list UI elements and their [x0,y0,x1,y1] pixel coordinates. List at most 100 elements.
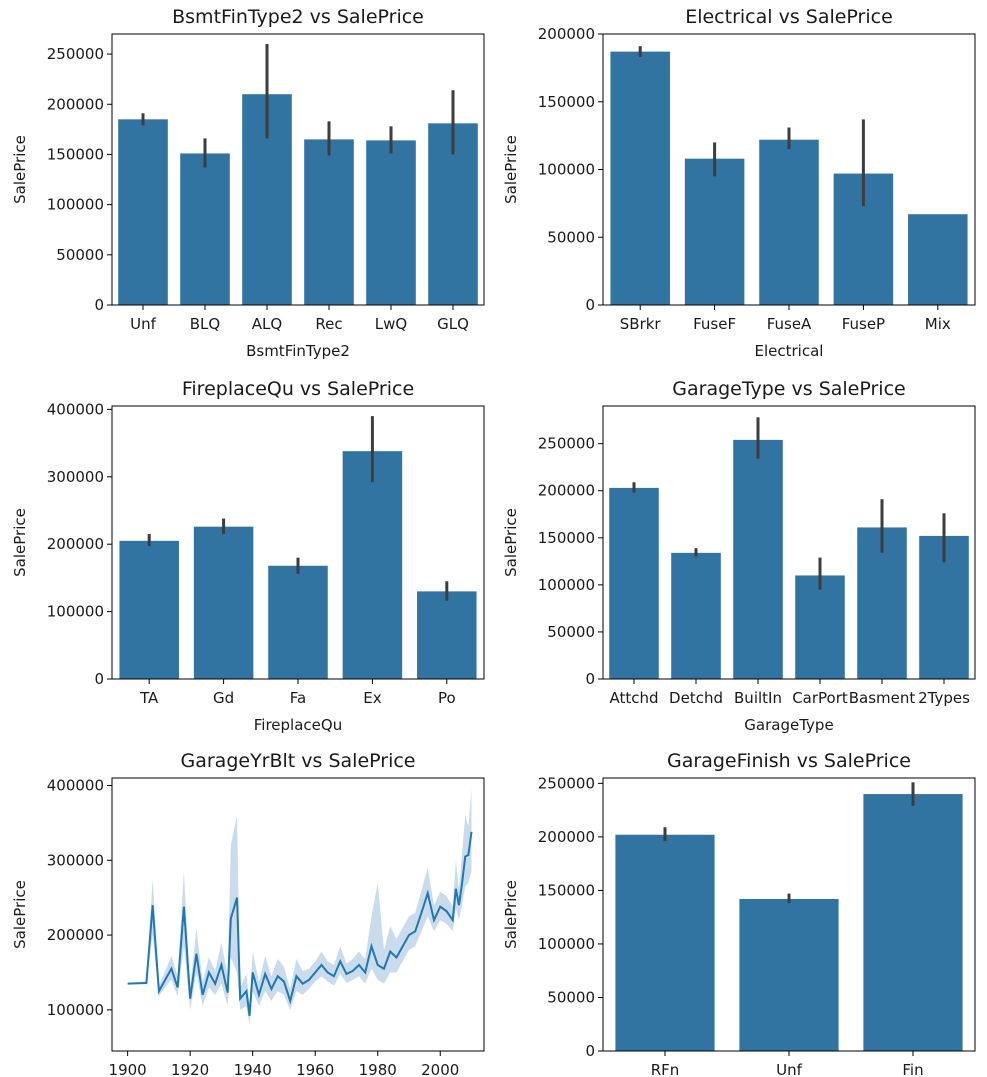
y-tick-label: 250000 [538,435,595,453]
y-axis-label: SalePrice [502,880,520,949]
y-axis-label: SalePrice [502,135,520,204]
plot-frame [111,33,485,306]
y-tick-label: 100000 [538,161,595,179]
bar [180,153,230,305]
y-tick-label: 50000 [547,623,595,641]
x-tick-label: Unf [130,315,156,333]
x-axis-label: BsmtFinType2 [246,342,350,360]
plot-frame [111,405,485,680]
y-tick-label: 400000 [47,400,104,418]
bar [684,158,745,305]
bar [268,565,328,679]
bar [739,898,839,1051]
x-tick-label: 1900 [109,1061,147,1077]
chart-title: GarageType vs SalePrice [672,378,905,400]
x-axis-label: Electrical [755,342,824,360]
x-tick-label: FuseA [767,315,812,333]
x-tick-label: Gd [213,689,234,707]
x-tick-label: 2Types [918,689,970,707]
y-tick-label: 100000 [538,576,595,594]
x-tick-label: FuseF [693,315,736,333]
bar [609,487,659,679]
x-tick-label: LwQ [375,315,407,333]
y-tick-label: 400000 [47,776,104,794]
x-tick-label: Mix [925,315,951,333]
y-tick-label: 150000 [47,145,104,163]
bar [193,526,254,679]
x-tick-label: 1940 [234,1061,272,1077]
bar [417,591,477,679]
bar [118,119,168,305]
chart-title: GarageFinish vs SalePrice [667,750,911,772]
chart-panel: GarageType vs SalePrice SalePrice GarageTy… [502,378,976,734]
y-tick-label: 0 [585,296,595,314]
x-tick-label: FuseP [842,315,885,333]
bar [759,139,819,305]
y-axis-label: SalePrice [11,135,29,204]
x-tick-label: Rec [315,315,342,333]
x-axis-label: FireplaceQu [254,716,342,734]
x-tick-label: BLQ [190,315,220,333]
plot-frame [111,777,485,1052]
y-tick-label: 50000 [547,988,595,1006]
bar [615,834,715,1051]
bar [863,794,963,1051]
x-tick-label: CarPort [792,689,848,707]
bar [304,139,354,305]
x-tick-label: ALQ [252,315,282,333]
y-tick-label: 100000 [47,603,104,621]
plot-frame [602,777,976,1052]
chart-panel: GarageFinish vs SalePrice SalePrice 0 50000… [502,750,976,1077]
x-axis-label: GarageType [744,716,833,734]
x-tick-label: Attchd [609,689,658,707]
y-tick-label: 50000 [547,228,595,246]
chart-panel: Electrical vs SalePrice SalePrice Electric… [502,6,976,360]
y-tick-label: 200000 [538,828,595,846]
y-tick-label: 300000 [47,851,104,869]
x-tick-label: BuiltIn [734,689,782,707]
x-tick-label: TA [139,689,159,707]
bar [342,451,403,679]
y-tick-label: 200000 [538,482,595,500]
y-tick-label: 250000 [47,45,104,63]
x-tick-label: Fa [290,689,306,707]
y-tick-label: 250000 [538,774,595,792]
y-tick-label: 200000 [47,926,104,944]
x-tick-label: Detchd [669,689,723,707]
plot-frame [602,405,976,680]
y-tick-label: 150000 [538,529,595,547]
bar [908,214,968,305]
y-tick-label: 100000 [47,196,104,214]
x-tick-label: GLQ [437,315,469,333]
y-tick-label: 100000 [47,1001,104,1019]
x-tick-label: 2000 [421,1061,459,1077]
y-tick-label: 300000 [47,468,104,486]
confidence-band [127,789,472,1025]
x-tick-label: Po [438,689,456,707]
bar [119,540,179,679]
y-tick-label: 0 [585,1042,595,1060]
chart-title: GarageYrBlt vs SalePrice [181,750,416,772]
y-tick-label: 0 [94,296,104,314]
x-tick-label: 1960 [296,1061,334,1077]
bar [671,552,721,679]
bar [610,51,670,305]
chart-title: BsmtFinType2 vs SalePrice [172,6,424,28]
y-tick-label: 200000 [47,535,104,553]
chart-panel: FireplaceQu vs SalePrice SalePrice Firepla… [11,378,485,734]
y-tick-label: 150000 [538,93,595,111]
bar [795,575,845,679]
series-line [127,831,473,1016]
x-tick-label: Unf [776,1061,802,1077]
x-tick-label: Basment [849,689,916,707]
y-tick-label: 200000 [47,95,104,113]
x-tick-label: RFn [651,1061,680,1077]
y-tick-label: 0 [585,670,595,688]
y-tick-label: 100000 [538,935,595,953]
x-tick-label: 1980 [359,1061,397,1077]
y-axis-label: SalePrice [11,880,29,949]
y-tick-label: 200000 [538,25,595,43]
bar [366,140,416,305]
bar [733,439,783,679]
